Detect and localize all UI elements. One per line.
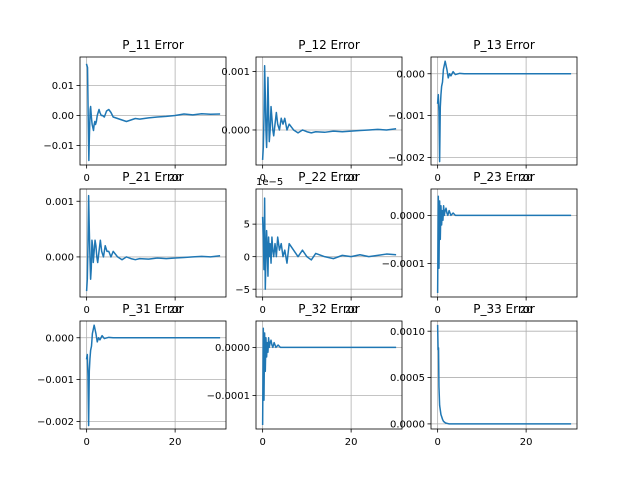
subplot-title: P_11 Error	[122, 38, 184, 52]
y-tick-label: 5	[244, 220, 250, 231]
series-line-1	[85, 194, 221, 292]
axes-frame	[430, 320, 578, 430]
y-offset-text: 1e−5	[256, 177, 283, 188]
series-line-1	[261, 197, 397, 290]
x-tick-label: 0	[83, 437, 89, 448]
axes-frame	[255, 56, 403, 166]
subplot-title: P_32 Error	[298, 302, 360, 316]
y-tick-label: −0.0001	[207, 391, 250, 402]
y-tick-label: 0.0005	[390, 373, 425, 384]
x-tick-label: 20	[169, 173, 182, 184]
y-tick-label: 0.0010	[390, 327, 425, 338]
y-tick-label: 0.000	[221, 126, 250, 137]
y-tick-label: 0.0000	[390, 211, 425, 222]
y-tick-label: 0.0000	[390, 420, 425, 431]
x-tick-label: 20	[520, 437, 533, 448]
subplot-9: 0 20 0.0000 0.0005 0.0010 P_33 Error	[390, 302, 578, 448]
y-tick-label: 0.0000	[215, 343, 250, 354]
subplot-2: 0 20 0.000 0.001 P_12 Error	[221, 38, 403, 184]
x-tick-label: 20	[169, 305, 182, 316]
subplot-title: P_13 Error	[473, 38, 535, 52]
x-tick-label: 0	[434, 173, 440, 184]
axes-frame	[79, 56, 227, 166]
y-tick-label: −0.002	[388, 153, 425, 164]
y-tick-label: 0.000	[45, 333, 74, 344]
y-tick-label: 0.01	[52, 81, 74, 92]
x-tick-label: 0	[83, 173, 89, 184]
series-line-1	[436, 195, 572, 293]
subplot-title: P_21 Error	[122, 170, 184, 184]
y-tick-label: −0.01	[43, 141, 74, 152]
subplot-1: 0 20 −0.01 0.00 0.01 P_11 Error	[43, 38, 227, 184]
x-tick-label: 0	[83, 305, 89, 316]
series-line-1	[85, 63, 221, 162]
subplot-title: P_23 Error	[473, 170, 535, 184]
subplot-title: P_33 Error	[473, 302, 535, 316]
x-tick-label: 20	[345, 437, 358, 448]
y-tick-label: 0	[244, 252, 250, 263]
x-tick-label: 0	[259, 173, 265, 184]
y-tick-label: −0.002	[37, 417, 74, 428]
x-tick-label: 0	[434, 305, 440, 316]
axes-frame	[79, 188, 227, 298]
y-tick-label: 0.001	[45, 197, 74, 208]
x-tick-label: 20	[169, 437, 182, 448]
subplot-5: 0 20 −5 0 5 1e−5 P_22 Error	[235, 170, 403, 316]
x-tick-label: 0	[259, 305, 265, 316]
subplot-title: P_12 Error	[298, 38, 360, 52]
y-tick-label: −0.0001	[382, 259, 425, 270]
subplot-4: 0 20 0.000 0.001 P_21 Error	[45, 170, 227, 316]
axes-frame	[79, 320, 227, 430]
y-tick-label: −0.001	[388, 111, 425, 122]
subplot-7: 0 20 −0.002 −0.001 0.000 P_31 Error	[37, 302, 227, 448]
y-tick-label: 0.000	[396, 69, 425, 80]
subplot-3: 0 20 −0.002 −0.001 0.000 P_13 Error	[388, 38, 578, 184]
y-tick-label: 0.00	[52, 111, 74, 122]
series-line-1	[261, 327, 397, 425]
y-tick-label: 0.001	[221, 67, 250, 78]
series-line-1	[436, 324, 572, 425]
y-tick-label: −5	[235, 285, 250, 296]
subplot-title: P_22 Error	[298, 170, 360, 184]
x-tick-label: 0	[259, 437, 265, 448]
series-line-1	[436, 60, 572, 163]
x-tick-label: 20	[345, 173, 358, 184]
subplot-6: 0 20 −0.0001 0.0000 P_23 Error	[382, 170, 578, 316]
y-tick-label: −0.001	[37, 375, 74, 386]
subplot-title: P_31 Error	[122, 302, 184, 316]
axes-frame	[255, 320, 403, 430]
x-tick-label: 20	[345, 305, 358, 316]
axes-frame	[430, 188, 578, 298]
axes-frame	[255, 188, 403, 298]
series-line-1	[261, 65, 397, 160]
subplot-8: 0 20 −0.0001 0.0000 P_32 Error	[207, 302, 403, 448]
x-tick-label: 0	[434, 437, 440, 448]
y-tick-label: 0.000	[45, 253, 74, 264]
axes-frame	[430, 56, 578, 166]
x-tick-label: 20	[520, 173, 533, 184]
series-line-1	[85, 324, 221, 427]
x-tick-label: 20	[520, 305, 533, 316]
